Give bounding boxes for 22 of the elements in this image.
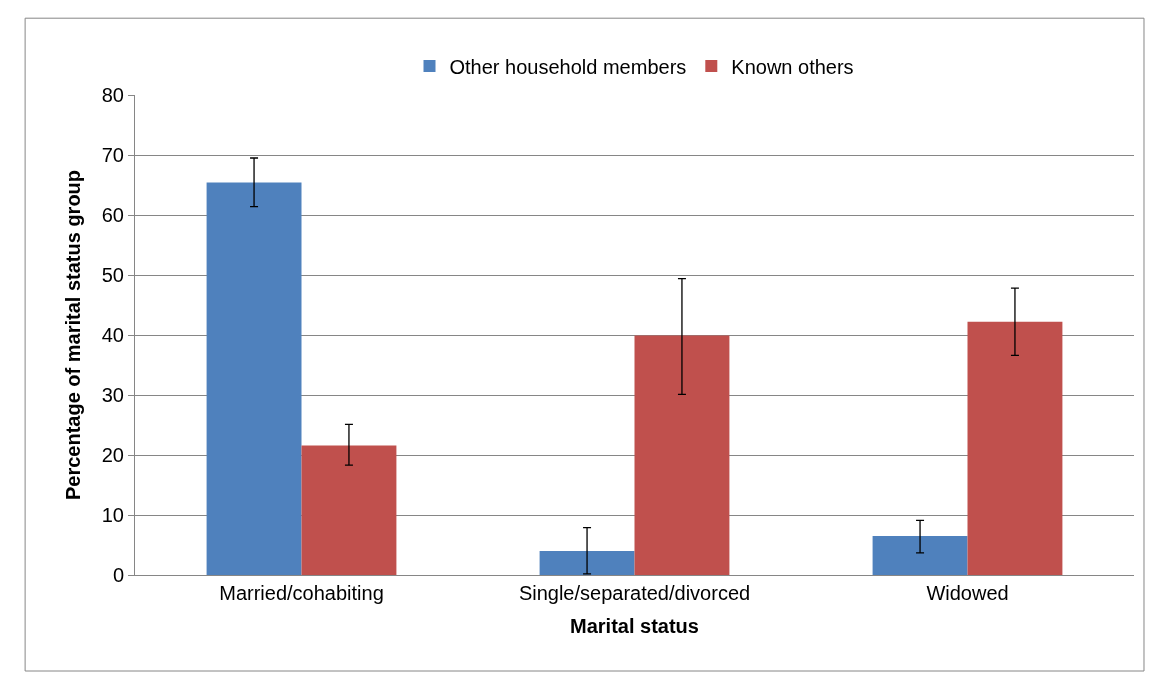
y-tick-label: 60 [101, 204, 124, 226]
y-tick-label: 40 [101, 324, 124, 346]
bar [634, 335, 730, 575]
legend-label: Other household members [449, 55, 687, 78]
y-tick-label: 30 [101, 384, 124, 406]
bar [872, 536, 968, 575]
x-axis-title: Marital status [570, 614, 699, 637]
y-tick-label: 10 [101, 504, 124, 526]
y-tick-label: 20 [101, 444, 124, 466]
x-tick-label: Single/separated/divorced [518, 582, 751, 604]
y-tick-label: 70 [101, 144, 124, 166]
x-tick-label: Married/cohabiting [219, 582, 384, 604]
bar [967, 321, 1063, 575]
y-tick-label: 80 [101, 84, 124, 106]
y-axis-title: Percentage of marital status group [62, 169, 85, 501]
y-tick-label: 50 [101, 264, 124, 286]
legend-label: Known others [731, 55, 854, 78]
bar [539, 551, 635, 575]
bar [206, 182, 302, 575]
x-tick-label: Widowed [926, 582, 1009, 604]
bar [301, 445, 397, 575]
y-tick-label: 0 [112, 564, 124, 586]
